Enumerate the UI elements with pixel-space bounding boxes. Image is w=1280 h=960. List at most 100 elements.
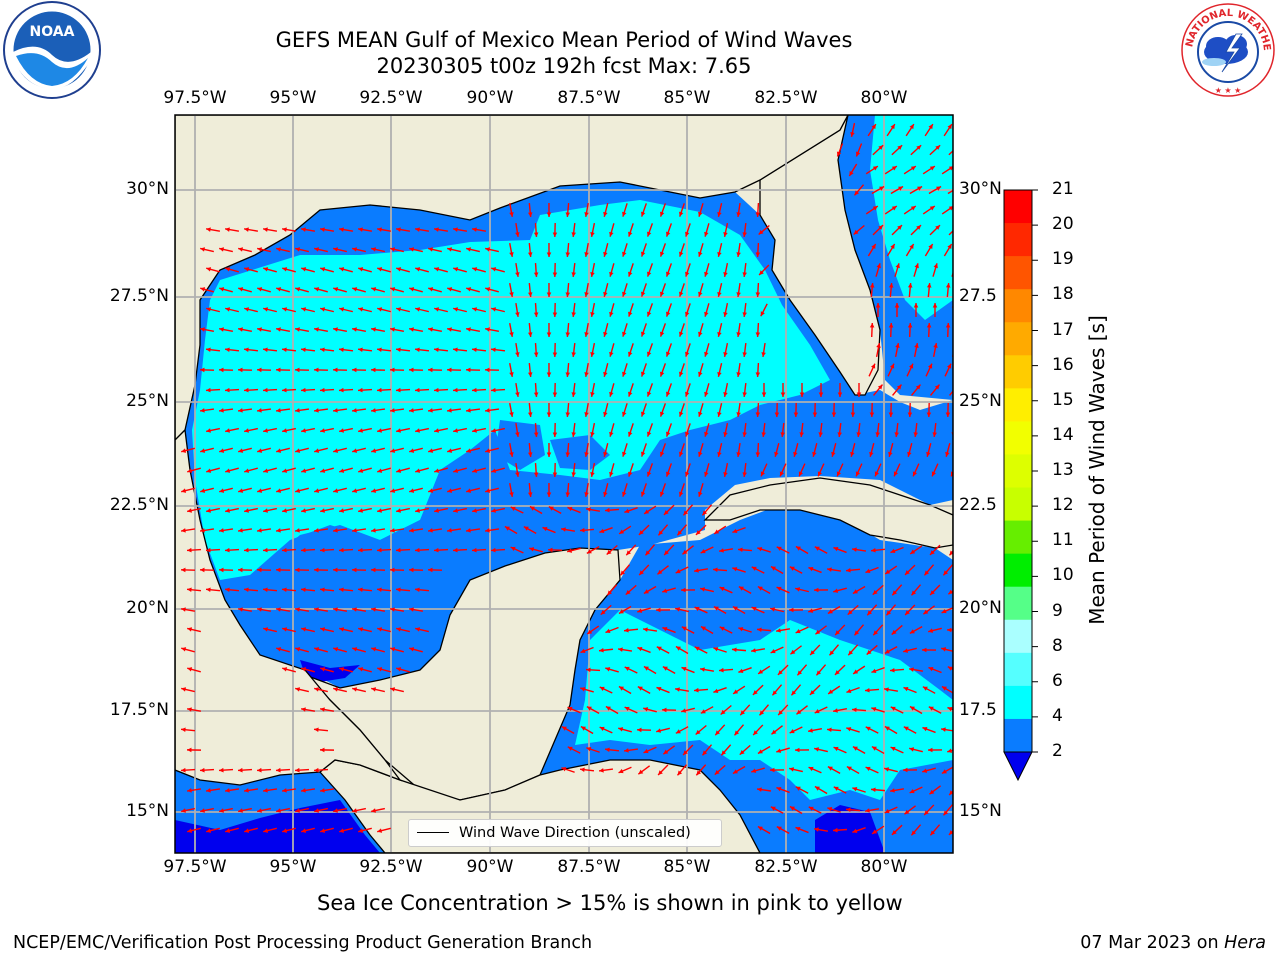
- wind-wave-arrow-head: [833, 708, 838, 713]
- wind-wave-arrow-head: [187, 627, 193, 632]
- wind-wave-arrow-head: [698, 211, 703, 217]
- wind-wave-arrow-head: [409, 327, 414, 332]
- wind-wave-arrow-head: [666, 391, 671, 397]
- wind-wave-arrow-head: [200, 327, 205, 332]
- wind-wave-arrow-head: [301, 428, 306, 433]
- wind-wave-arrow-head: [865, 766, 871, 772]
- wind-wave-arrow-head: [295, 327, 300, 332]
- wind-wave-arrow-head: [909, 747, 915, 752]
- wind-wave-arrow-head: [922, 686, 928, 691]
- wind-wave-arrow-head: [721, 750, 727, 756]
- lat-tick-label-right: 22.5: [959, 495, 997, 515]
- wind-wave-arrow-head: [358, 227, 363, 232]
- wind-wave-arrow-head: [515, 432, 520, 437]
- wind-wave-arrow-head: [434, 387, 439, 393]
- wind-wave-arrow-head: [609, 431, 614, 437]
- wind-wave-arrow-head: [510, 546, 516, 552]
- wind-wave-arrow-head: [732, 528, 738, 533]
- wind-wave-arrow-head: [943, 570, 949, 576]
- wind-wave-arrow-head: [910, 206, 916, 211]
- wind-wave-arrow-head: [257, 408, 262, 413]
- wind-wave-arrow-head: [377, 828, 383, 833]
- wind-wave-arrow-head: [314, 647, 320, 652]
- lon-tick-label-top: 90°W: [466, 88, 514, 108]
- atlantic-water-band-4-6: [870, 115, 953, 320]
- wind-wave-arrow-head: [694, 606, 700, 612]
- caribbean-patch-4-6: [900, 700, 953, 740]
- wind-wave-arrow-head: [872, 589, 878, 595]
- wind-wave-arrow-head: [542, 526, 548, 532]
- wind-wave-arrow-head: [225, 428, 230, 433]
- wind-wave-arrow-head: [428, 408, 433, 413]
- wind-wave-arrow-head: [282, 387, 287, 393]
- wind-wave-arrow-head: [434, 307, 440, 312]
- wind-wave-arrow-head: [827, 609, 833, 614]
- wind-wave-arrow-head: [584, 452, 589, 457]
- wind-wave-arrow-head: [751, 768, 757, 773]
- wind-wave-arrow-head: [352, 327, 357, 332]
- wind-wave-arrow-head: [276, 808, 281, 813]
- wind-wave-arrow-head: [434, 547, 439, 553]
- wind-wave-arrow-head: [695, 729, 701, 735]
- wind-wave-arrow-head: [888, 283, 894, 288]
- wind-wave-arrow-head: [641, 251, 646, 257]
- wind-wave-arrow-head: [884, 767, 890, 772]
- wind-wave-arrow-head: [855, 151, 861, 157]
- wind-wave-arrow-head: [934, 384, 940, 390]
- wind-wave-arrow-head: [933, 263, 938, 269]
- wind-wave-arrow-head: [371, 408, 376, 413]
- wind-wave-arrow-head: [723, 472, 728, 477]
- wind-wave-arrow-head: [339, 267, 345, 272]
- wind-wave-arrow-head: [523, 526, 529, 531]
- wind-wave-arrow-head: [244, 587, 249, 592]
- colorbar-segment: [1004, 421, 1032, 455]
- wind-wave-arrow-head: [713, 647, 719, 652]
- map-legend: Wind Wave Direction (unscaled): [408, 819, 722, 847]
- wind-wave-arrow-head: [200, 287, 206, 292]
- wind-wave-arrow-head: [812, 451, 817, 457]
- wind-wave-arrow-head: [371, 607, 376, 612]
- wind-wave-arrow-head: [619, 529, 625, 534]
- wind-wave-arrow-head: [605, 507, 610, 513]
- wind-wave-arrow-head: [453, 347, 458, 352]
- wind-wave-arrow-head: [396, 468, 402, 473]
- wind-wave-arrow-head: [447, 367, 452, 373]
- wind-wave-arrow-head: [466, 327, 471, 332]
- wind-wave-arrow-head: [679, 411, 684, 417]
- wind-wave-arrow-head: [409, 367, 414, 373]
- map-frame: [174, 114, 954, 854]
- wind-wave-arrow-head: [358, 267, 364, 272]
- wind-wave-arrow-head: [872, 166, 878, 171]
- wind-wave-arrow-head: [907, 451, 912, 457]
- wind-wave-arrow-head: [301, 468, 307, 473]
- wind-wave-arrow-head: [620, 570, 626, 576]
- svg-text:★ ★ ★: ★ ★ ★: [1215, 86, 1242, 95]
- wind-wave-arrow-head: [866, 649, 872, 655]
- wind-wave-arrow-head: [396, 428, 401, 433]
- wind-wave-arrow-head: [491, 428, 496, 433]
- wind-wave-arrow-head: [219, 367, 224, 373]
- wind-wave-arrow-head: [774, 451, 779, 457]
- wind-wave-arrow-head: [206, 788, 211, 793]
- wind-wave-arrow-head: [333, 607, 338, 612]
- wind-wave-arrow-head: [742, 232, 747, 237]
- wind-wave-arrow-head: [527, 292, 533, 297]
- wind-wave-arrow-head: [776, 786, 782, 792]
- wind-wave-arrow-head: [910, 166, 916, 171]
- wind-wave-arrow-head: [739, 749, 745, 755]
- wind-wave-arrow-head: [276, 767, 281, 773]
- wind-wave-arrow-head: [571, 272, 576, 277]
- wind-wave-arrow-head: [736, 332, 741, 337]
- wind-wave-arrow-head: [453, 267, 459, 272]
- wind-wave-arrow-head: [732, 606, 738, 611]
- wind-wave-arrow-head: [828, 689, 834, 694]
- wind-wave-arrow-head: [789, 566, 795, 571]
- wind-wave-arrow-head: [679, 211, 684, 217]
- wind-wave-arrow-head: [586, 667, 591, 673]
- wind-wave-arrow-head: [700, 709, 706, 714]
- wind-wave-arrow-head: [447, 488, 453, 493]
- wind-wave-arrow-head: [736, 212, 741, 217]
- wind-wave-arrow-head: [409, 607, 414, 612]
- wind-wave-arrow-head: [700, 667, 705, 672]
- wind-wave-arrow-head: [732, 567, 738, 572]
